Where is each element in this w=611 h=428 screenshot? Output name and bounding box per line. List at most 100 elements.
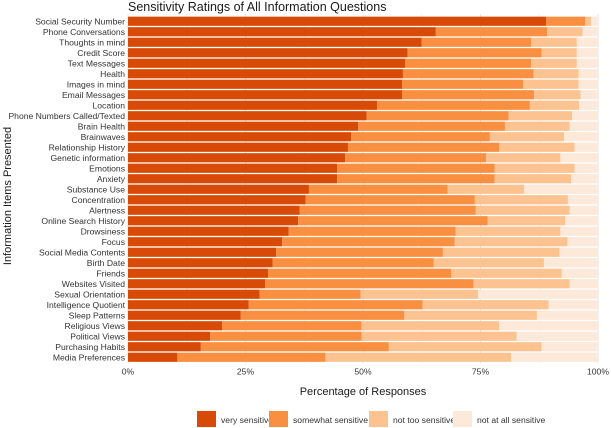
bar-segment-not-too-sensitive [475,205,570,215]
bar-segment-somewhat-sensitive [282,237,455,247]
y-tick-label: Substance Use [67,184,126,194]
x-tick-label: 100% [587,367,609,377]
bar-segment-very-sensitive [128,258,273,268]
x-tick-label: 0% [122,367,135,377]
bar-segment-very-sensitive [128,237,283,247]
legend-label: very sensitive [221,415,273,425]
bar-segment-somewhat-sensitive [259,289,361,299]
bar-segment-somewhat-sensitive [402,69,534,79]
bar-segment-very-sensitive [128,90,403,100]
x-tick-labels: 0% 25% 50% 75% 100% [122,367,610,377]
y-tick-label: Images in mind [67,79,125,89]
bar-segment-somewhat-sensitive [288,226,456,236]
y-tick-label: Intelligence Quotient [47,300,126,310]
bar-segment-somewhat-sensitive [435,27,548,37]
y-tick-label: Sleep Patterns [69,310,125,320]
bar-segment-very-sensitive [128,121,359,131]
y-tick-label: Sexual Orientation [54,289,125,299]
legend-label: somewhat sensitive [293,415,368,425]
bar-segment-very-sensitive [128,321,222,331]
bar-segment-somewhat-sensitive [268,268,452,278]
bar-segment-not-at-all-sensitive [543,258,598,268]
bar-segment-not-too-sensitive [523,79,579,89]
bar-segment-not-at-all-sensitive [578,79,598,89]
y-tick-label: Emotions [89,163,125,173]
y-tick-label: Alertness [89,205,125,215]
bar-segment-not-at-all-sensitive [536,310,598,320]
bar-segment-very-sensitive [128,205,300,215]
y-tick-label: Drowsiness [81,226,125,236]
bar-segment-somewhat-sensitive [345,153,487,163]
bar-segment-not-at-all-sensitive [511,352,598,362]
bar-segment-very-sensitive [128,79,403,89]
bar-segment-very-sensitive [128,300,249,310]
bar-segment-not-too-sensitive [494,163,575,173]
bar-segment-not-too-sensitive [454,237,568,247]
bar-segment-not-too-sensitive [455,226,561,236]
bar-segment-very-sensitive [128,279,266,289]
bar-segment-very-sensitive [128,247,277,257]
bar-segment-somewhat-sensitive [402,90,535,100]
bar-segment-somewhat-sensitive [298,216,488,226]
bar-segment-very-sensitive [128,58,406,68]
bar-segment-not-at-all-sensitive [576,48,598,58]
bar-segment-very-sensitive [128,111,367,121]
bar-segment-somewhat-sensitive [546,16,586,26]
y-tick-label: Thoughts in mind [59,37,125,47]
bar-segment-somewhat-sensitive [407,48,542,58]
bar-segment-not-too-sensitive [422,300,549,310]
legend: very sensitive somewhat sensitive not too … [197,411,546,427]
bar-segment-somewhat-sensitive [405,58,532,68]
y-tick-label: Brainwaves [81,132,125,142]
bar-segment-somewhat-sensitive [240,310,405,320]
bar-segment-somewhat-sensitive [248,300,423,310]
bar-segment-somewhat-sensitive [299,205,476,215]
bar-segment-not-too-sensitive [388,342,542,352]
bar-segment-not-too-sensitive [508,111,573,121]
bar-segment-not-too-sensitive [487,216,566,226]
y-tick-label: Credit Score [77,48,125,58]
y-tick-label: Social Security Number [35,16,125,26]
bar-segment-somewhat-sensitive [351,132,490,142]
bar-segment-not-at-all-sensitive [541,342,598,352]
bar-segment-not-at-all-sensitive [582,27,598,37]
bar-segment-not-too-sensitive [433,258,544,268]
bar-segment-very-sensitive [128,132,352,142]
bar-segment-not-too-sensitive [442,247,560,257]
bar-segment-not-at-all-sensitive [516,331,598,341]
bar-segment-somewhat-sensitive [421,37,532,47]
legend-swatch [197,411,216,427]
bar-segment-not-at-all-sensitive [578,69,598,79]
bar-segment-not-at-all-sensitive [565,216,598,226]
y-tick-label: Genetic information [50,153,125,163]
bar-segment-somewhat-sensitive [265,279,474,289]
bar-segment-not-too-sensitive [585,16,591,26]
bar-segment-not-at-all-sensitive [579,100,598,110]
bar-segment-very-sensitive [128,69,403,79]
x-tick-label: 75% [472,367,490,377]
bar-segment-not-at-all-sensitive [567,195,598,205]
legend-swatch [269,411,288,427]
bar-segment-not-too-sensitive [474,195,568,205]
bar-segment-not-too-sensitive [486,153,561,163]
y-tick-label: Social Media Contents [39,247,125,257]
bar-segment-somewhat-sensitive [347,142,500,152]
bar-segment-not-at-all-sensitive [574,142,598,152]
bar-segment-not-at-all-sensitive [499,321,598,331]
y-tick-label: Relationship History [49,142,126,152]
x-tick-label: 50% [354,367,372,377]
bar-segment-not-too-sensitive [473,279,570,289]
bar-segment-very-sensitive [128,100,378,110]
bar-segment-not-too-sensitive [531,37,577,47]
y-tick-label: Religious Views [64,321,125,331]
y-tick-label: Online Search History [41,216,125,226]
bar-segment-not-at-all-sensitive [548,300,598,310]
bar-segment-very-sensitive [128,27,436,37]
bar-segment-not-at-all-sensitive [576,58,598,68]
y-tick-label: Websites Visited [62,279,125,289]
bar-segment-not-too-sensitive [504,121,570,131]
bar-segment-not-too-sensitive [447,184,525,194]
bar-segment-somewhat-sensitive [305,195,475,205]
